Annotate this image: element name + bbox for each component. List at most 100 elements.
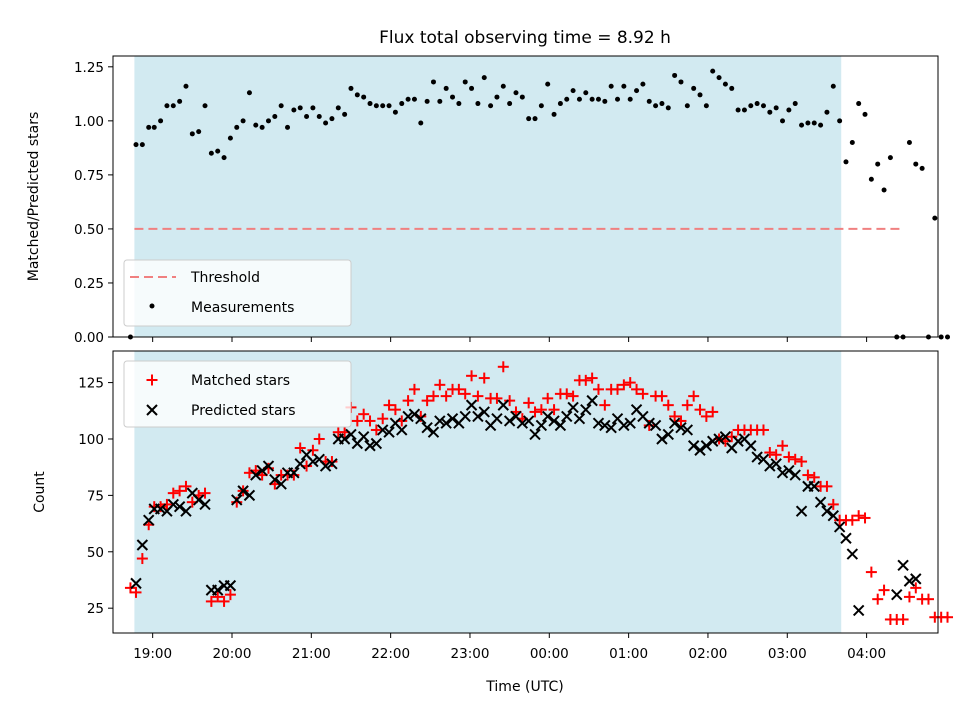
measurement-point <box>621 83 627 89</box>
measurement-point <box>500 83 506 89</box>
measurement-point <box>881 187 887 193</box>
measurement-point <box>862 111 868 117</box>
measurement-point <box>716 75 722 81</box>
matched-star-marker <box>408 383 420 395</box>
predicted-star-marker <box>624 417 636 429</box>
predicted-star-marker <box>275 478 287 490</box>
matched-star-marker <box>130 586 142 598</box>
measurement-point <box>729 85 735 91</box>
y-tick-label: 125 <box>78 376 104 392</box>
measurement-point <box>177 98 183 104</box>
matched-star-marker <box>618 379 630 391</box>
matched-star-marker <box>777 440 789 452</box>
y-tick-label: 50 <box>87 545 104 561</box>
measurement-point <box>399 101 405 107</box>
predicted-star-marker <box>421 421 433 434</box>
measurement-point <box>158 118 164 124</box>
measurement-point <box>151 124 157 130</box>
measurement-point <box>297 105 303 111</box>
measurement-point <box>430 79 436 85</box>
measurement-point <box>481 75 487 81</box>
measurement-point <box>304 114 310 120</box>
measurement-point <box>361 94 367 100</box>
predicted-star-marker <box>427 426 440 438</box>
legend-predicted-swatch <box>146 404 158 416</box>
measurement-point <box>342 111 348 117</box>
measurement-point <box>475 101 481 107</box>
measurement-point <box>437 98 443 104</box>
measurement-point <box>291 107 297 113</box>
x-tick-label: 22:00 <box>371 646 410 662</box>
top-x-axis-ticks <box>152 337 868 342</box>
matched-star-marker <box>580 374 592 386</box>
measurement-point <box>183 83 189 89</box>
predicted-star-marker <box>130 577 142 590</box>
matched-star-marker <box>567 390 579 402</box>
measurement-point <box>678 79 684 85</box>
predicted-star-marker <box>465 399 478 411</box>
predicted-star-marker <box>789 469 801 481</box>
chart-title: Flux total observing time = 8.92 h <box>379 28 671 48</box>
y-tick-label: 75 <box>87 488 104 504</box>
measurement-point <box>741 107 747 113</box>
measurement-point <box>780 118 786 124</box>
measurement-point <box>557 101 563 107</box>
x-tick-label: 19:00 <box>133 646 172 662</box>
matched-star-marker <box>218 595 230 607</box>
measurement-point <box>146 124 152 130</box>
matched-star-marker <box>161 498 173 510</box>
measurement-point <box>348 85 354 91</box>
predicted-star-marker <box>434 415 446 427</box>
measurement-point <box>367 101 373 107</box>
predicted-star-marker <box>567 401 579 414</box>
matched-star-marker <box>942 611 954 623</box>
measurement-point <box>335 105 341 111</box>
predicted-star-marker <box>852 604 865 617</box>
predicted-star-marker <box>573 412 586 425</box>
predicted-star-marker <box>840 532 852 544</box>
predicted-star-marker <box>256 464 268 477</box>
measurement-point <box>253 122 259 128</box>
matched-star-marker <box>726 431 738 443</box>
predicted-star-marker <box>580 403 592 416</box>
measurement-point <box>526 116 532 122</box>
predicted-star-marker <box>846 548 859 560</box>
matched-star-marker <box>903 591 915 603</box>
matched-star-marker <box>865 566 877 578</box>
x-tick-label: 23:00 <box>451 646 490 662</box>
legend-matched-label: Matched stars <box>191 373 290 389</box>
legend-matched-swatch <box>146 374 158 386</box>
predicted-star-marker <box>618 419 630 432</box>
measurement-point <box>234 124 240 130</box>
measurement-point <box>170 103 176 109</box>
predicted-star-marker <box>357 431 370 443</box>
predicted-star-marker <box>142 514 155 526</box>
matched-star-marker <box>662 399 674 411</box>
predicted-star-marker <box>770 458 782 470</box>
matched-star-marker <box>542 392 554 404</box>
measurement-point <box>189 131 195 137</box>
measurement-point <box>754 101 760 107</box>
measurement-point <box>538 103 544 109</box>
matched-star-marker <box>853 510 865 522</box>
measurement-points <box>127 68 951 340</box>
measurement-point <box>767 109 773 115</box>
measurement-point <box>760 103 766 109</box>
matched-star-marker <box>389 404 401 416</box>
matched-star-marker <box>757 424 769 436</box>
predicted-star-marker <box>478 406 490 418</box>
measurement-point <box>564 96 570 102</box>
y-tick-label: 0.00 <box>74 330 104 346</box>
measurement-point <box>240 118 246 124</box>
predicted-star-markers <box>130 394 922 617</box>
matched-star-marker <box>827 498 839 510</box>
x-tick-label: 02:00 <box>688 646 727 662</box>
x-tick-label: 04:00 <box>847 646 886 662</box>
matched-star-marker <box>789 453 801 465</box>
measurement-point <box>411 96 417 102</box>
measurement-point <box>373 103 379 109</box>
top-subplot: 0.00 0.25 0.50 0.75 1.00 1.25 Matched/Predict… <box>26 55 951 346</box>
measurement-point <box>843 159 849 165</box>
x-tick-label: 21:00 <box>292 646 331 662</box>
predicted-star-marker <box>776 467 789 479</box>
